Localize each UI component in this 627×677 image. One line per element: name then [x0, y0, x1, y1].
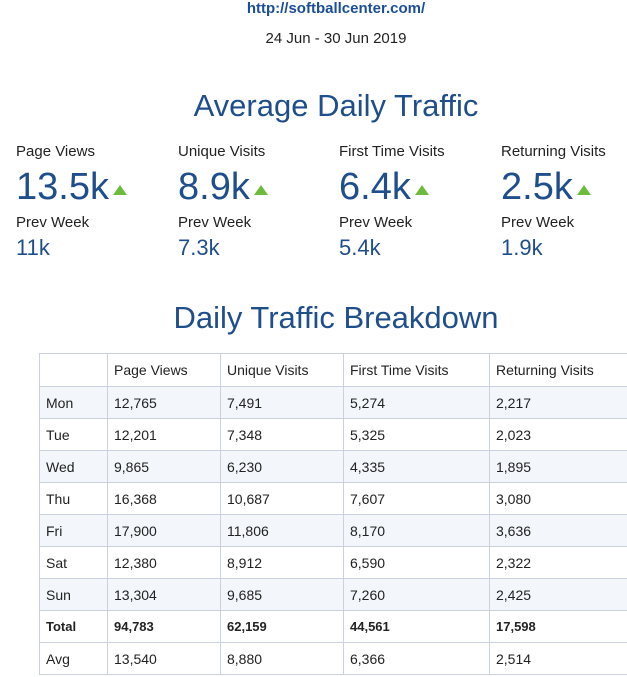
table-cell: 6,366 [343, 642, 490, 675]
prev-week-label: Prev Week [178, 214, 252, 231]
table-cell: 16,368 [107, 482, 221, 515]
daily-breakdown-table: Page Views Unique Visits First Time Visi… [39, 353, 627, 675]
prev-week-label: Prev Week [501, 214, 575, 231]
table-cell: 4,335 [343, 450, 490, 483]
table-cell: 9,685 [220, 578, 344, 611]
table-cell: 5,274 [343, 386, 490, 419]
table-cell: 94,783 [107, 610, 221, 643]
table-total-row: Total 94,783 62,159 44,561 17,598 [39, 610, 627, 643]
table-cell: Mon [39, 386, 108, 419]
table-row: Sat 12,380 8,912 6,590 2,322 [39, 546, 627, 579]
table-cell: 62,159 [220, 610, 344, 643]
table-cell: 1,895 [489, 450, 627, 483]
stat-value: 13.5k [16, 166, 109, 208]
column-header: First Time Visits [343, 353, 490, 387]
table-cell: Sat [39, 546, 108, 579]
table-cell: Tue [39, 418, 108, 451]
prev-week-value: 5.4k [339, 235, 381, 260]
table-row: Sun 13,304 9,685 7,260 2,425 [39, 578, 627, 611]
table-cell: 8,170 [343, 514, 490, 547]
table-cell: 17,598 [489, 610, 627, 643]
stat-label: Returning Visits [501, 143, 606, 160]
table-cell: 2,514 [489, 642, 627, 675]
table-cell: 10,687 [220, 482, 344, 515]
table-row: Wed 9,865 6,230 4,335 1,895 [39, 450, 627, 483]
stat-unique-visits: Unique Visits 8.9k Prev Week 7.3k [178, 143, 328, 260]
date-range: 24 Jun - 30 Jun 2019 [265, 30, 407, 47]
stat-label: Unique Visits [178, 143, 266, 160]
table-header-row: Page Views Unique Visits First Time Visi… [39, 353, 627, 387]
prev-week-value: 1.9k [501, 235, 543, 260]
trend-up-icon [414, 185, 429, 195]
average-traffic-title: Average Daily Traffic [193, 88, 479, 123]
table-row: Mon 12,765 7,491 5,274 2,217 [39, 386, 627, 419]
trend-up-icon [112, 185, 127, 195]
table-row: Tue 12,201 7,348 5,325 2,023 [39, 418, 627, 451]
stat-label: Page Views [16, 143, 95, 160]
table-cell: Thu [39, 482, 108, 515]
stat-first-time-visits: First Time Visits 6.4k Prev Week 5.4k [339, 143, 489, 260]
table-cell: 7,260 [343, 578, 490, 611]
table-cell: Total [39, 610, 108, 643]
table-cell: 9,865 [107, 450, 221, 483]
table-cell: Fri [39, 514, 108, 547]
table-cell: 5,325 [343, 418, 490, 451]
table-cell: 2,425 [489, 578, 627, 611]
table-cell: 8,880 [220, 642, 344, 675]
site-url-link[interactable]: http://softballcenter.com/ [246, 0, 426, 17]
stat-page-views: Page Views 13.5k Prev Week 11k [16, 143, 166, 260]
table-cell: 2,217 [489, 386, 627, 419]
table-avg-row: Avg 13,540 8,880 6,366 2,514 [39, 642, 627, 675]
table-cell: 3,080 [489, 482, 627, 515]
table-cell: 7,607 [343, 482, 490, 515]
table-cell: Wed [39, 450, 108, 483]
column-header [39, 353, 108, 387]
table-cell: Sun [39, 578, 108, 611]
breakdown-title: Daily Traffic Breakdown [173, 300, 499, 335]
table-cell: 12,765 [107, 386, 221, 419]
table-cell: 13,540 [107, 642, 221, 675]
table-row: Fri 17,900 11,806 8,170 3,636 [39, 514, 627, 547]
table-cell: 2,023 [489, 418, 627, 451]
table-row: Thu 16,368 10,687 7,607 3,080 [39, 482, 627, 515]
prev-week-label: Prev Week [339, 214, 413, 231]
table-cell: 8,912 [220, 546, 344, 579]
table-cell: 12,201 [107, 418, 221, 451]
table-cell: 7,348 [220, 418, 344, 451]
table-cell: Avg [39, 642, 108, 675]
table-cell: 7,491 [220, 386, 344, 419]
stat-label: First Time Visits [339, 143, 445, 160]
table-cell: 44,561 [343, 610, 490, 643]
stat-value: 6.4k [339, 166, 411, 208]
prev-week-value: 11k [16, 235, 50, 260]
prev-week-value: 7.3k [178, 235, 220, 260]
table-cell: 3,636 [489, 514, 627, 547]
column-header: Unique Visits [220, 353, 344, 387]
table-cell: 17,900 [107, 514, 221, 547]
table-cell: 13,304 [107, 578, 221, 611]
stat-returning-visits: Returning Visits 2.5k Prev Week 1.9k [501, 143, 627, 260]
prev-week-label: Prev Week [16, 214, 90, 231]
table-cell: 2,322 [489, 546, 627, 579]
table-cell: 12,380 [107, 546, 221, 579]
column-header: Page Views [107, 353, 221, 387]
stat-value: 2.5k [501, 166, 573, 208]
stat-value: 8.9k [178, 166, 250, 208]
trend-up-icon [253, 185, 268, 195]
table-cell: 11,806 [220, 514, 344, 547]
table-cell: 6,590 [343, 546, 490, 579]
trend-up-icon [576, 185, 591, 195]
table-cell: 6,230 [220, 450, 344, 483]
column-header: Returning Visits [489, 353, 627, 387]
